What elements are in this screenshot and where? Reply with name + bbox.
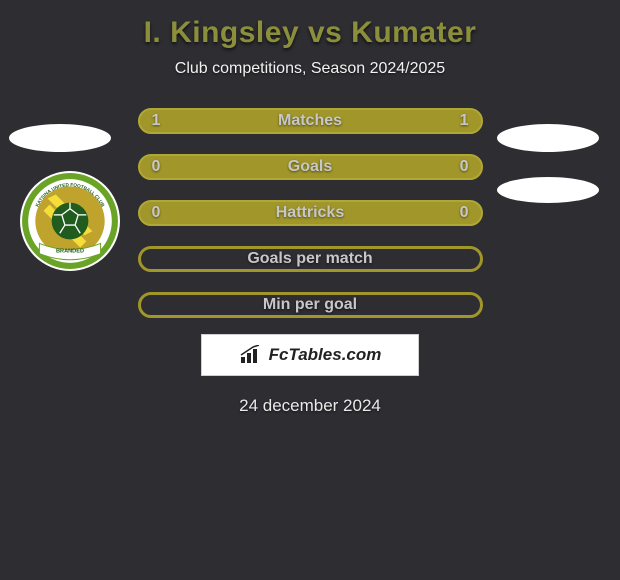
player-badge-left xyxy=(9,124,111,152)
stat-left-value: 1 xyxy=(152,112,161,130)
page-title: I. Kingsley vs Kumater xyxy=(144,16,477,50)
svg-text:BRANDED: BRANDED xyxy=(56,249,84,255)
stat-row-goals: 0 Goals 0 xyxy=(138,154,483,180)
stat-left-value: 0 xyxy=(152,204,161,222)
stat-right-value: 0 xyxy=(460,204,469,222)
stat-left-value: 0 xyxy=(152,158,161,176)
club-crest-icon: BRANDED KATSINA UNITED FOOTBALL CLUB xyxy=(19,170,121,272)
stat-row-hattricks: 0 Hattricks 0 xyxy=(138,200,483,226)
page-subtitle: Club competitions, Season 2024/2025 xyxy=(175,60,445,78)
stat-right-value: 0 xyxy=(460,158,469,176)
footer-date: 24 december 2024 xyxy=(239,396,381,416)
watermark-text: FcTables.com xyxy=(269,345,382,365)
player-badge-right-1 xyxy=(497,124,599,152)
stat-label: Goals xyxy=(288,158,332,176)
player-badge-right-2 xyxy=(497,177,599,203)
stat-right-value: 1 xyxy=(460,112,469,130)
watermark: FcTables.com xyxy=(201,334,419,376)
stat-row-min-per-goal: Min per goal xyxy=(138,292,483,318)
stat-label: Min per goal xyxy=(263,296,357,314)
chart-icon xyxy=(239,345,263,365)
stat-label: Hattricks xyxy=(276,204,344,222)
stat-row-goals-per-match: Goals per match xyxy=(138,246,483,272)
stat-row-matches: 1 Matches 1 xyxy=(138,108,483,134)
stat-label: Matches xyxy=(278,112,342,130)
stat-label: Goals per match xyxy=(247,250,372,268)
